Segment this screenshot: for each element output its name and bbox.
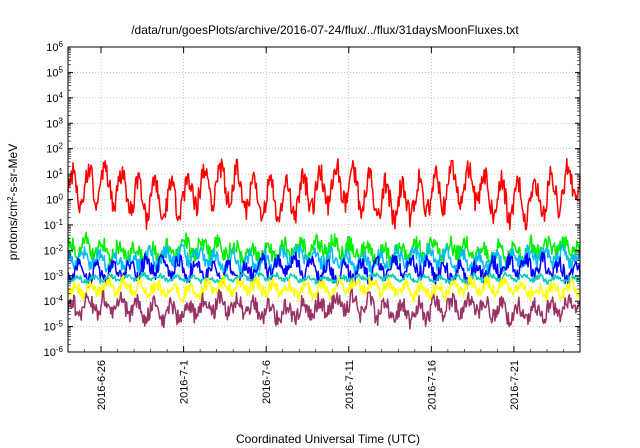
- x-tick-label: 2016-7-6: [261, 360, 273, 404]
- y-tick-label: 10-1: [44, 217, 64, 232]
- y-tick-label: 102: [46, 141, 63, 156]
- y-tick-label: 10-4: [44, 294, 64, 309]
- y-tick-label: 101: [46, 167, 63, 182]
- x-tick-label: 2016-6-26: [96, 360, 108, 410]
- y-tick-label: 100: [46, 192, 63, 207]
- axis-ticks: 10-6 10-5 10-4 10-3 10-2 10-1 100 101 102 103 104 1…: [44, 40, 580, 410]
- y-tick-label: 103: [46, 116, 63, 131]
- y-tick-label: 104: [46, 90, 63, 105]
- y-axis-label: protons/cm2-s-sr-MeV: [6, 144, 21, 260]
- y-tick-label: 10-3: [44, 268, 64, 283]
- chart-title: /data/run/goesPlots/archive/2016-07-24/f…: [131, 23, 519, 37]
- y-tick-label: 10-2: [44, 243, 64, 257]
- series-line-5: [67, 271, 581, 285]
- y-tick-label: 105: [46, 65, 63, 80]
- x-tick-label: 2016-7-11: [344, 360, 356, 409]
- series-lines: [67, 158, 581, 330]
- series-line-4: [67, 251, 581, 289]
- y-tick-label: 10-6: [44, 345, 64, 360]
- x-tick-label: 2016-7-21: [509, 360, 521, 410]
- series-line-1: [67, 158, 581, 231]
- y-tick-label: 106: [46, 40, 63, 55]
- x-tick-label: 2016-7-16: [426, 360, 438, 410]
- y-tick-label: 10-5: [44, 319, 64, 334]
- series-line-7: [67, 288, 581, 330]
- x-axis-label: Coordinated Universal Time (UTC): [236, 432, 420, 446]
- series-line-6: [67, 274, 581, 303]
- x-tick-label: 2016-7-1: [179, 360, 191, 404]
